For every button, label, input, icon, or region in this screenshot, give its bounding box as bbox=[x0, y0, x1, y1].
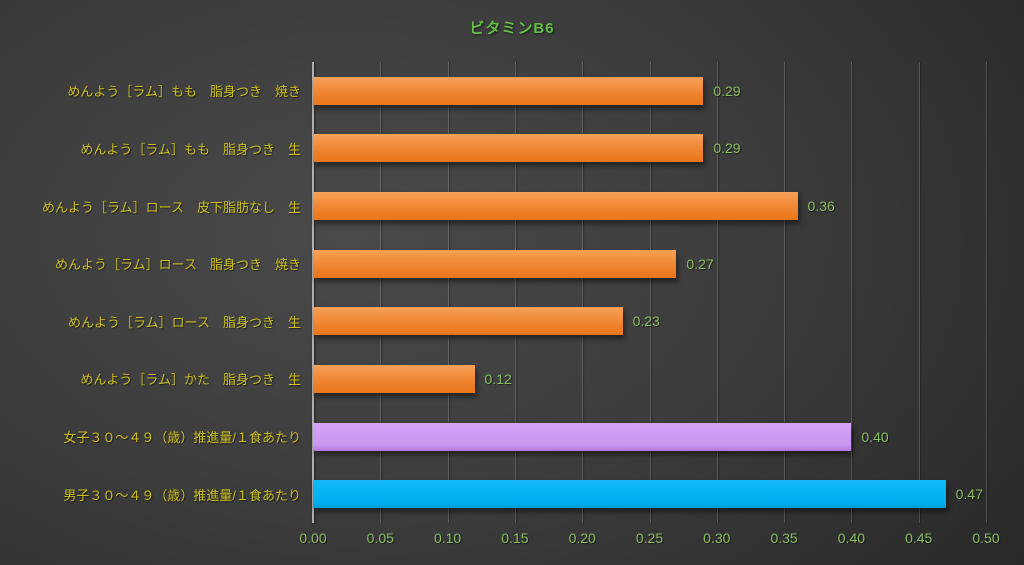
x-tick-label: 0.00 bbox=[299, 530, 327, 546]
gridline bbox=[716, 62, 718, 523]
chart-row: 0.40 bbox=[313, 408, 986, 466]
bar bbox=[313, 249, 677, 278]
chart-row: 0.29 bbox=[313, 62, 986, 120]
x-tick-label: 0.20 bbox=[568, 530, 596, 546]
x-tick-label: 0.45 bbox=[905, 530, 933, 546]
chart-row: 0.36 bbox=[313, 177, 986, 235]
bar bbox=[313, 76, 704, 105]
value-label: 0.29 bbox=[713, 82, 741, 99]
category-label: めんよう［ラム］ロース 皮下脂肪なし 生 bbox=[42, 199, 301, 215]
value-label: 0.12 bbox=[484, 370, 512, 387]
chart-title: ビタミンB6 bbox=[469, 20, 555, 37]
x-tick-label: 0.35 bbox=[770, 530, 798, 546]
gridline bbox=[649, 62, 651, 523]
category-label: めんよう［ラム］もも 脂身つき 焼き bbox=[67, 84, 301, 100]
x-tick-label: 0.05 bbox=[366, 530, 394, 546]
chart-row: 0.29 bbox=[313, 120, 986, 178]
bars-container: 0.29 0.29 0.36 0.27 0.23 0.12 0.40 0.47 bbox=[313, 62, 986, 523]
bar bbox=[313, 364, 475, 393]
value-label: 0.29 bbox=[713, 140, 741, 157]
chart-row: 0.47 bbox=[313, 465, 986, 523]
x-tick-label: 0.30 bbox=[703, 530, 731, 546]
category-label: めんよう［ラム］ロース 脂身つき 焼き bbox=[55, 257, 301, 273]
gridline bbox=[380, 62, 382, 523]
gridline bbox=[582, 62, 584, 523]
bar bbox=[313, 422, 852, 451]
x-tick-label: 0.10 bbox=[433, 530, 462, 546]
x-tick-label: 0.25 bbox=[635, 530, 664, 546]
bar bbox=[313, 192, 798, 221]
category-label: 女子３０～４９（歳）推進量/１食あたり bbox=[63, 430, 301, 446]
chart-row: 0.23 bbox=[313, 293, 986, 351]
category-label: めんよう［ラム］もも 脂身つき 生 bbox=[80, 141, 301, 157]
chart-row: 0.27 bbox=[313, 235, 986, 293]
x-tick-label: 0.40 bbox=[837, 530, 866, 546]
x-axis-tick-labels: 0.00 0.05 0.10 0.15 0.20 0.25 0.30 0.35 0.40 0.45… bbox=[299, 530, 999, 550]
x-tick-label: 0.15 bbox=[501, 530, 529, 546]
gridline bbox=[851, 62, 853, 523]
gridline bbox=[447, 62, 449, 523]
value-label: 0.47 bbox=[955, 486, 983, 503]
category-label: めんよう［ラム］かた 脂身つき 生 bbox=[80, 372, 301, 388]
y-axis-line bbox=[312, 62, 314, 523]
category-label: めんよう［ラム］ロース 脂身つき 生 bbox=[68, 314, 301, 330]
plot-area: 0.29 0.29 0.36 0.27 0.23 0.12 0.40 0.47 bbox=[312, 62, 987, 523]
category-axis: めんよう［ラム］もも 脂身つき 焼き めんよう［ラム］もも 脂身つき 生めんよう［… bbox=[0, 62, 301, 523]
value-label: 0.36 bbox=[807, 198, 835, 215]
gridline bbox=[986, 62, 987, 523]
gridline bbox=[918, 62, 920, 523]
gridline bbox=[784, 62, 786, 523]
bar bbox=[313, 307, 623, 336]
category-label: 男子３０～４９（歳）推進量/１食あたり bbox=[63, 487, 301, 503]
value-label: 0.23 bbox=[632, 313, 660, 330]
value-label: 0.40 bbox=[861, 428, 889, 445]
bar bbox=[313, 134, 704, 163]
chart-row: 0.12 bbox=[313, 350, 986, 408]
value-label: 0.27 bbox=[686, 255, 714, 272]
bar bbox=[313, 480, 946, 509]
x-tick-label: 0.50 bbox=[972, 530, 1000, 546]
gridline bbox=[514, 62, 516, 523]
